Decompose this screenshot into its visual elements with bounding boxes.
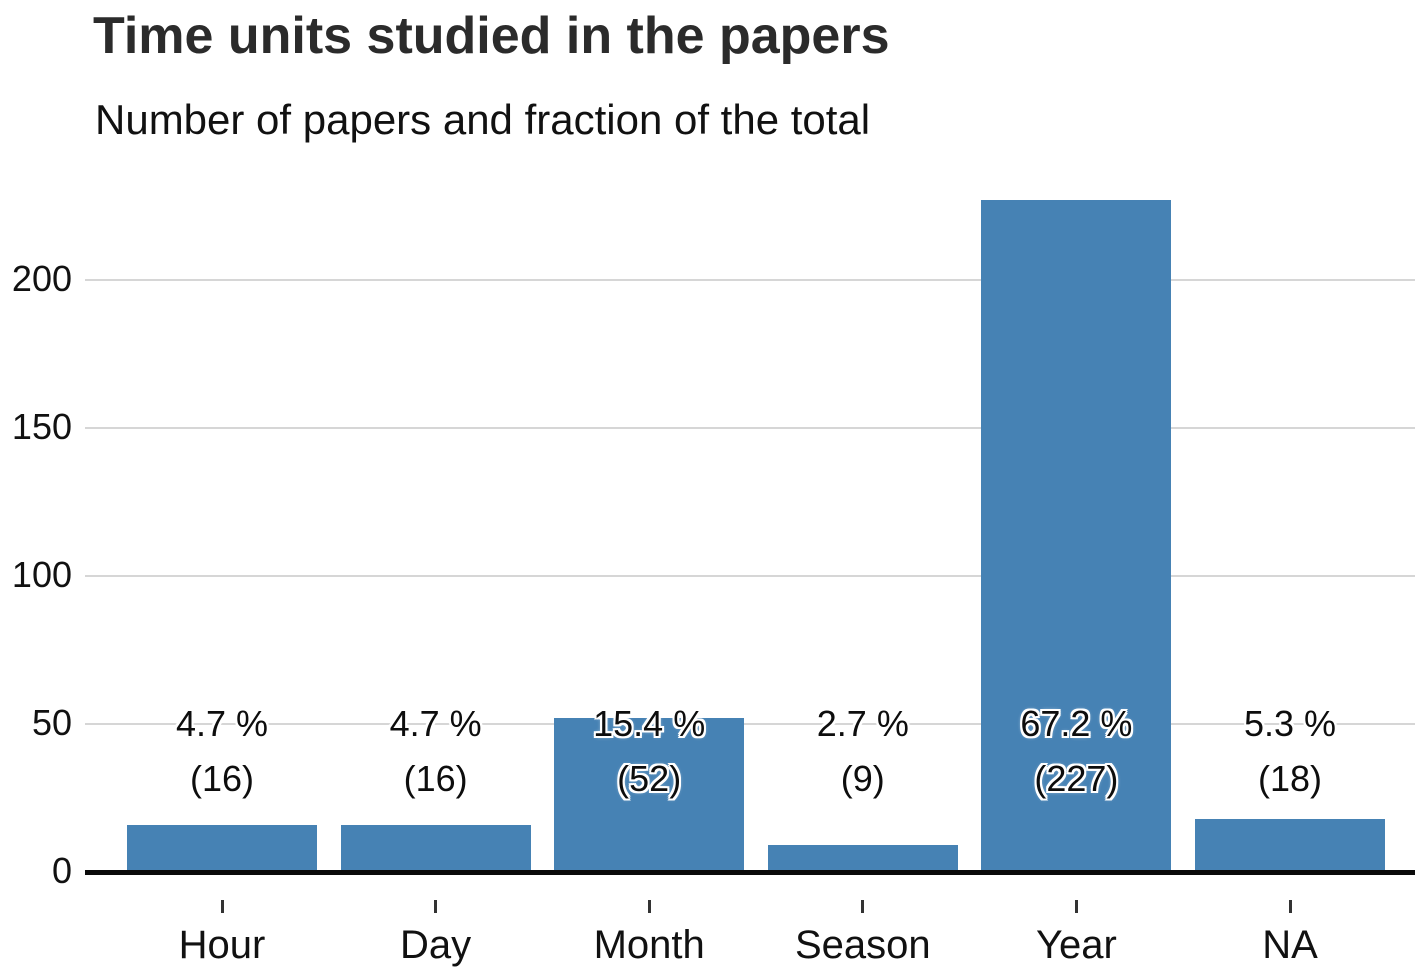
bar-count-label-month: (52) bbox=[617, 758, 682, 799]
y-tick-label-50: 50 bbox=[31, 702, 72, 743]
x-axis-line bbox=[85, 870, 1415, 875]
bar-percent-label-hour: 4.7 % bbox=[175, 703, 269, 744]
bar-count-label-hour: (16) bbox=[189, 758, 255, 799]
x-tick-season bbox=[861, 900, 865, 913]
bar-percent-label-year: 67.2 % bbox=[1020, 703, 1133, 744]
y-tick-label-0: 0 bbox=[51, 850, 72, 891]
x-tick-label-season: Season bbox=[794, 923, 931, 967]
bar-count-label-season: (9) bbox=[840, 758, 885, 799]
x-tick-na bbox=[1288, 900, 1292, 913]
bar-count-label-day: (16) bbox=[403, 758, 468, 799]
y-tick-label-150: 150 bbox=[11, 406, 72, 447]
chart-subtitle: Number of papers and fraction of the tot… bbox=[95, 96, 871, 143]
bar-percent-label-season: 2.7 % bbox=[816, 703, 909, 744]
bar-count-label-na: (18) bbox=[1257, 758, 1323, 799]
x-tick-label-year: Year bbox=[1035, 923, 1117, 967]
bar-percent-label-day: 4.7 % bbox=[389, 703, 482, 744]
bar-season bbox=[767, 845, 958, 872]
x-tick-month bbox=[647, 900, 651, 913]
x-tick-hour bbox=[220, 900, 224, 913]
bar-na bbox=[1195, 818, 1385, 872]
x-tick-year bbox=[1074, 900, 1078, 913]
x-tick-label-day: Day bbox=[400, 923, 472, 967]
x-tick-label-hour: Hour bbox=[178, 923, 266, 967]
gridline-50 bbox=[85, 723, 1415, 725]
gridline-200 bbox=[85, 279, 1415, 281]
x-tick-day bbox=[434, 900, 438, 913]
chart-title: Time units studied in the papers bbox=[93, 7, 890, 65]
gridline-150 bbox=[85, 427, 1415, 429]
bar-percent-label-na: 5.3 % bbox=[1243, 703, 1337, 744]
y-tick-label-100: 100 bbox=[11, 554, 72, 595]
bar-day bbox=[340, 824, 531, 872]
bar-count-label-year: (227) bbox=[1034, 758, 1119, 799]
bar-hour bbox=[127, 824, 317, 872]
x-tick-label-na: NA bbox=[1262, 923, 1318, 967]
y-tick-label-200: 200 bbox=[11, 258, 72, 299]
bar-percent-label-month: 15.4 % bbox=[593, 703, 706, 744]
bar-month bbox=[554, 718, 745, 872]
gridline-100 bbox=[85, 575, 1415, 577]
bar-year bbox=[981, 200, 1172, 872]
x-tick-label-month: Month bbox=[593, 923, 705, 967]
